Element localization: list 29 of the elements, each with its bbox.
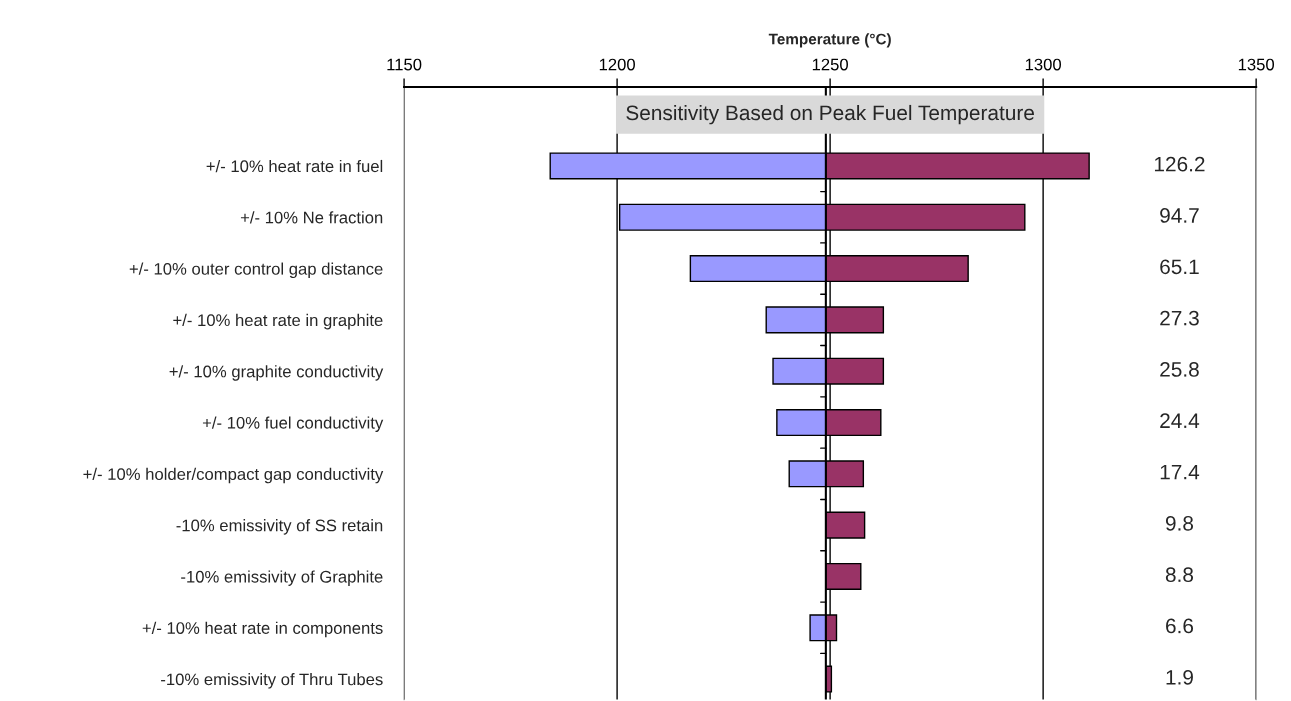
x-tick-label: 1250 xyxy=(812,58,848,71)
annotation: 25.8 xyxy=(1160,362,1199,377)
y-tick-label: -10% emissivity of Thru Tubes xyxy=(161,673,383,689)
y-tick-label: -10% emissivity of SS retain xyxy=(176,519,383,535)
y-tick-label: +/- 10% graphite conductivity xyxy=(169,365,384,381)
annotation: 94.7 xyxy=(1160,208,1199,223)
annotation: 6.6 xyxy=(1166,618,1194,634)
annotation: 126.2 xyxy=(1154,156,1205,172)
annotation: 1.9 xyxy=(1166,669,1193,685)
x-axis-title: Temperature (°C) xyxy=(768,33,891,48)
annotation: 17.4 xyxy=(1160,464,1200,480)
x-tick-label: 1350 xyxy=(1238,58,1275,71)
y-tick-label: +/- 10% Ne fraction xyxy=(240,211,383,224)
y-tick-label: +/- 10% fuel conductivity xyxy=(202,416,384,433)
y-tick-label: +/- 10% heat rate in components xyxy=(142,621,383,638)
annotation: 24.4 xyxy=(1160,413,1200,428)
annotation: 65.1 xyxy=(1160,259,1199,275)
x-tick-label: 1300 xyxy=(1025,58,1062,71)
y-tick-label: +/- 10% outer control gap distance xyxy=(129,262,383,279)
annotation: 27.3 xyxy=(1160,310,1199,326)
y-tick-label: +/- 10% heat rate in fuel xyxy=(206,159,383,173)
annotation: 8.8 xyxy=(1165,567,1194,583)
y-tick-label: +/- 10% holder/compact gap conductivity xyxy=(83,467,384,484)
annotation: 9.8 xyxy=(1165,515,1194,531)
y-tick-label: -10% emissivity of Graphite xyxy=(181,570,383,586)
chart-title: Sensitivity Based on Peak Fuel Temperature xyxy=(626,104,1034,125)
x-tick-label: 1200 xyxy=(599,58,635,71)
x-tick-label: 1150 xyxy=(387,58,422,71)
y-tick-label: +/- 10% heat rate in graphite xyxy=(173,313,383,330)
